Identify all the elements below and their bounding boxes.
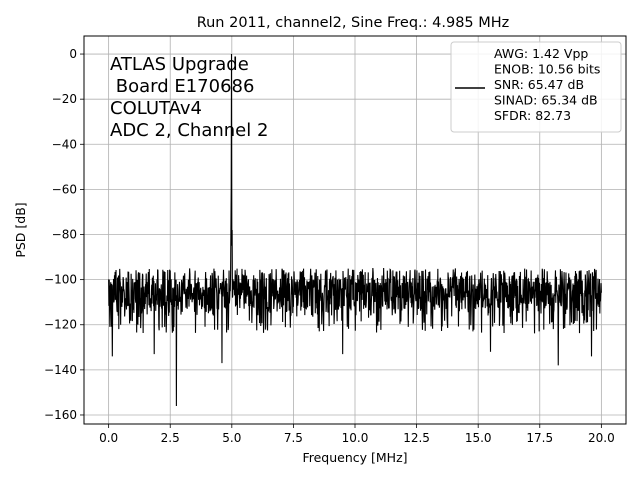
psd-series-line [108, 54, 602, 406]
y-tick-label: −100 [44, 273, 77, 287]
y-tick-label: −80 [52, 228, 77, 242]
y-tick-label: −60 [52, 182, 77, 196]
chart-title: Run 2011, channel2, Sine Freq.: 4.985 MH… [197, 15, 510, 31]
x-tick-label: 5.0 [222, 431, 241, 445]
annotation-line: ATLAS Upgrade [110, 54, 249, 75]
y-tick-label: −20 [52, 92, 77, 106]
annotation-line: ADC 2, Channel 2 [110, 120, 268, 141]
x-tick-label: 12.5 [403, 431, 430, 445]
run-annotation: ATLAS Upgrade Board E170686 COLUTAv4 ADC 2… [110, 54, 268, 141]
y-tick-label: −160 [44, 408, 77, 422]
y-tick-label: −40 [52, 137, 77, 151]
x-tick-label: 7.5 [284, 431, 303, 445]
x-tick-label: 17.5 [526, 431, 553, 445]
x-axis-ticks: 0.0 2.5 5.0 7.5 10.0 12.5 15.0 17.5 20.0 [99, 424, 615, 445]
annotation-line: COLUTAv4 [110, 98, 202, 119]
x-tick-label: 15.0 [465, 431, 492, 445]
series-group [108, 54, 602, 406]
legend-box [450, 41, 622, 133]
y-tick-label: −120 [44, 318, 77, 332]
y-tick-label: 0 [69, 47, 77, 61]
x-tick-label: 20.0 [588, 431, 615, 445]
y-axis-ticks: 0 −20 −40 −60 −80 −100 −120 −140 −160 [44, 47, 84, 422]
x-tick-label: 0.0 [99, 431, 118, 445]
x-tick-label: 10.0 [342, 431, 369, 445]
annotation-line: Board E170686 [110, 76, 254, 97]
legend-entry: SNR: 65.47 dB [494, 77, 584, 92]
x-tick-label: 2.5 [161, 431, 180, 445]
y-tick-label: −140 [44, 363, 77, 377]
legend-entry: ENOB: 10.56 bits [494, 62, 600, 77]
y-axis-label: PSD [dB] [13, 202, 28, 257]
x-axis-label: Frequency [MHz] [302, 450, 407, 465]
legend-entry: SFDR: 82.73 [494, 108, 571, 123]
legend-entry: AWG: 1.42 Vpp [494, 46, 588, 61]
legend-entry: SINAD: 65.34 dB [494, 93, 598, 108]
